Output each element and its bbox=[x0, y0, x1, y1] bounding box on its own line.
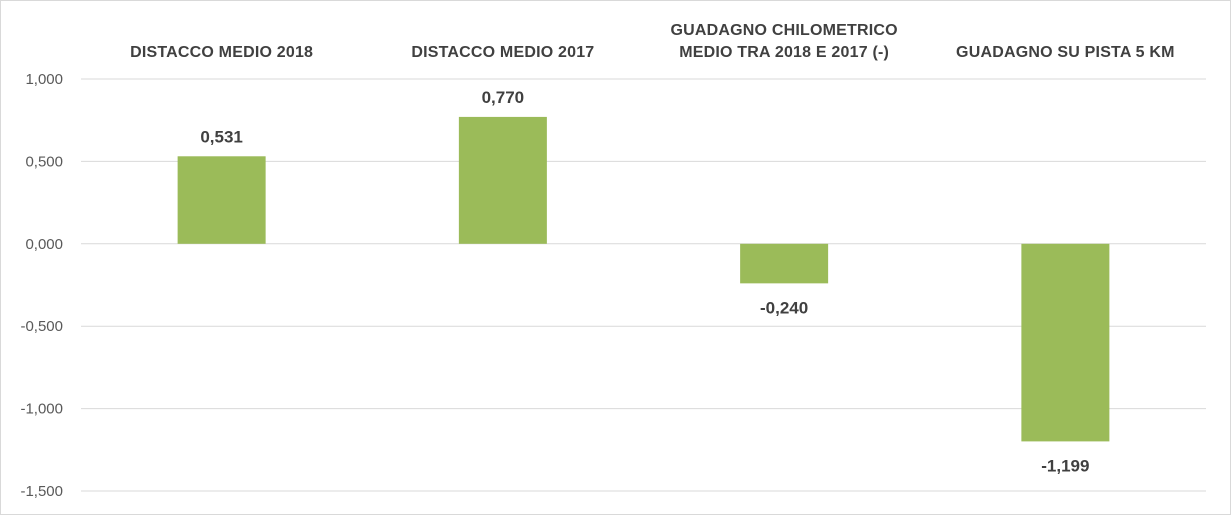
bar bbox=[740, 243, 829, 284]
category-label: DISTACCO MEDIO 2017 bbox=[411, 44, 594, 61]
data-label: 0,770 bbox=[482, 88, 525, 107]
y-tick-label: 0,500 bbox=[25, 153, 63, 170]
y-tick-label: -0,500 bbox=[20, 318, 63, 335]
category-label: GUADAGNO SU PISTA 5 KM bbox=[956, 44, 1175, 61]
bar bbox=[1021, 243, 1110, 442]
y-tick-label: -1,000 bbox=[20, 401, 63, 418]
y-tick-label: 0,000 bbox=[25, 236, 63, 253]
data-label: 0,531 bbox=[200, 127, 243, 146]
category-label: DISTACCO MEDIO 2018 bbox=[130, 44, 313, 61]
data-label: -1,199 bbox=[1041, 456, 1089, 475]
data-label: -0,240 bbox=[760, 298, 808, 317]
category-label: MEDIO TRA 2018 E 2017 (-) bbox=[679, 44, 889, 61]
bar bbox=[458, 116, 547, 244]
y-tick-label: 1,000 bbox=[25, 71, 63, 88]
category-label: GUADAGNO CHILOMETRICO bbox=[670, 22, 897, 39]
bar bbox=[177, 156, 266, 244]
y-tick-label: -1,500 bbox=[20, 483, 63, 500]
